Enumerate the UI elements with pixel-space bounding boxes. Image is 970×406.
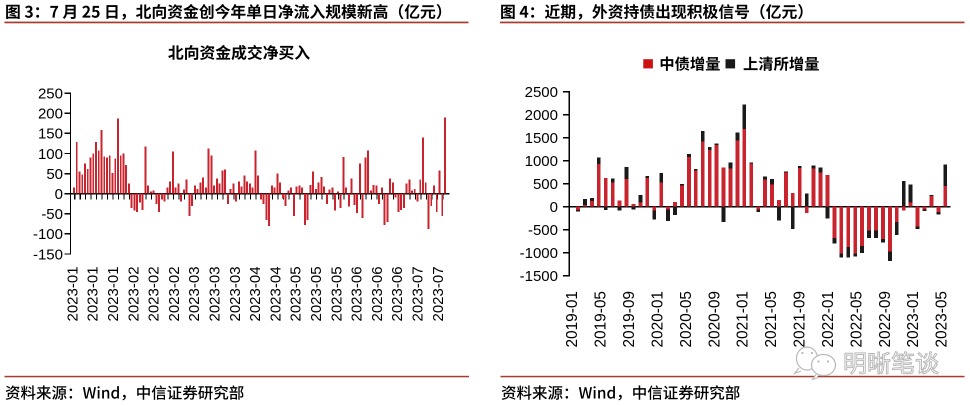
svg-text:2019-09: 2019-09 bbox=[621, 291, 638, 347]
svg-text:2023-05: 2023-05 bbox=[288, 266, 305, 321]
svg-text:2023-02: 2023-02 bbox=[146, 266, 163, 321]
svg-text:200: 200 bbox=[38, 106, 63, 123]
svg-text:2023-06: 2023-06 bbox=[389, 266, 406, 321]
svg-text:2023-01: 2023-01 bbox=[105, 266, 122, 321]
svg-text:2023-05: 2023-05 bbox=[328, 266, 345, 321]
svg-text:1500: 1500 bbox=[525, 130, 558, 147]
svg-text:2022-01: 2022-01 bbox=[820, 291, 837, 347]
svg-text:2021-09: 2021-09 bbox=[792, 291, 809, 347]
svg-text:-500: -500 bbox=[528, 222, 558, 239]
svg-text:50: 50 bbox=[46, 166, 63, 183]
svg-text:2023-04: 2023-04 bbox=[247, 266, 264, 321]
svg-text:100: 100 bbox=[38, 146, 63, 163]
svg-text:150: 150 bbox=[38, 126, 63, 143]
svg-text:-1000: -1000 bbox=[520, 245, 558, 262]
svg-text:2023-07: 2023-07 bbox=[430, 266, 447, 321]
svg-text:2020-09: 2020-09 bbox=[706, 291, 723, 347]
svg-text:2021-05: 2021-05 bbox=[763, 291, 780, 347]
svg-text:2023-04: 2023-04 bbox=[267, 266, 284, 321]
svg-text:250: 250 bbox=[38, 86, 63, 103]
svg-text:2023-01: 2023-01 bbox=[905, 291, 922, 347]
svg-text:0: 0 bbox=[55, 186, 63, 203]
svg-text:2500: 2500 bbox=[525, 84, 558, 101]
svg-text:2022-09: 2022-09 bbox=[877, 291, 894, 347]
svg-text:2023-01: 2023-01 bbox=[85, 266, 102, 321]
svg-text:2019-01: 2019-01 bbox=[564, 291, 581, 347]
svg-text:-1500: -1500 bbox=[520, 268, 558, 285]
svg-text:2023-03: 2023-03 bbox=[227, 266, 244, 321]
svg-text:2023-05: 2023-05 bbox=[308, 266, 325, 321]
svg-text:0: 0 bbox=[550, 199, 558, 216]
svg-text:2023-06: 2023-06 bbox=[349, 266, 366, 321]
svg-text:2023-02: 2023-02 bbox=[125, 266, 142, 321]
svg-text:2023-07: 2023-07 bbox=[410, 266, 427, 321]
svg-text:2023-01: 2023-01 bbox=[64, 266, 81, 321]
svg-text:2023-03: 2023-03 bbox=[186, 266, 203, 321]
svg-text:2023-05: 2023-05 bbox=[934, 291, 951, 347]
svg-text:2023-03: 2023-03 bbox=[207, 266, 224, 321]
svg-text:2023-02: 2023-02 bbox=[166, 266, 183, 321]
svg-text:2023-06: 2023-06 bbox=[369, 266, 386, 321]
svg-text:2020-01: 2020-01 bbox=[650, 291, 667, 347]
svg-text:2000: 2000 bbox=[525, 107, 558, 124]
svg-text:2021-01: 2021-01 bbox=[735, 291, 752, 347]
svg-text:2020-05: 2020-05 bbox=[678, 291, 695, 347]
svg-text:2019-05: 2019-05 bbox=[593, 291, 610, 347]
svg-text:-50: -50 bbox=[41, 206, 63, 223]
svg-text:1000: 1000 bbox=[525, 153, 558, 170]
svg-text:-150: -150 bbox=[33, 246, 63, 263]
svg-text:2022-05: 2022-05 bbox=[848, 291, 865, 347]
svg-text:-100: -100 bbox=[33, 226, 63, 243]
svg-text:500: 500 bbox=[533, 176, 558, 193]
